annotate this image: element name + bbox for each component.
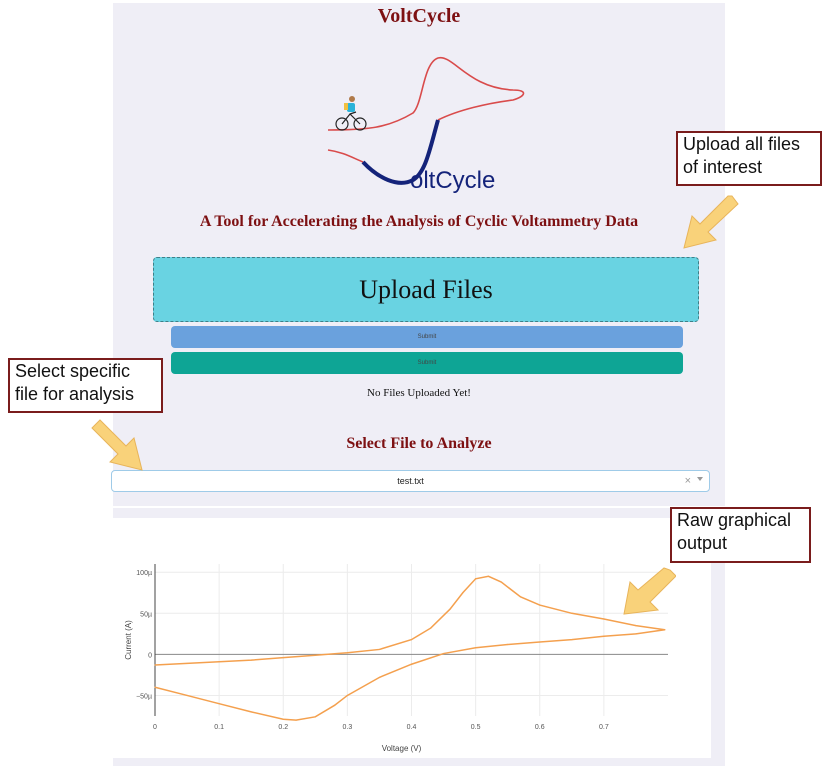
y-axis-label: Current (A) <box>124 620 133 660</box>
tagline: A Tool for Accelerating the Analysis of … <box>199 213 639 230</box>
data-point <box>410 638 413 641</box>
x-axis-label: Voltage (V) <box>382 744 422 753</box>
data-point <box>475 578 477 580</box>
data-point <box>507 643 509 646</box>
data-point <box>519 596 522 598</box>
data-point <box>346 652 348 654</box>
data-point <box>500 581 502 583</box>
chart-panel: 0 0.1 0.2 0.3 0.4 0.5 0.6 0.7 100µ 50µ 0 −50µ Voltag… <box>113 508 725 766</box>
data-point <box>635 625 637 627</box>
data-point <box>282 657 284 659</box>
callout-output-line2: output <box>677 533 728 553</box>
data-point <box>449 608 451 610</box>
x-tick-label: 0.2 <box>278 724 288 731</box>
selected-file: test.txt <box>397 476 424 486</box>
data-point <box>186 662 188 665</box>
data-point <box>250 711 252 713</box>
app-panel: VoltCycle oltCycle A Tool for Accelerati… <box>111 3 725 506</box>
x-tick-label: 0.1 <box>214 724 224 731</box>
data-point <box>378 676 381 678</box>
data-point <box>333 704 336 706</box>
chart-area: 0 0.1 0.2 0.3 0.4 0.5 0.6 0.7 100µ 50µ 0 −50µ Voltag… <box>113 518 711 758</box>
data-point <box>664 629 666 631</box>
arrow-icon-output <box>623 567 676 615</box>
callout-upload: Upload all files of interest <box>676 131 822 186</box>
series-line-1 <box>154 628 665 721</box>
arrow-icon-upload <box>683 195 739 249</box>
voltcycle-logo: oltCycle <box>327 57 525 194</box>
x-tick-label: 0 <box>153 724 157 731</box>
x-tick-label: 0.3 <box>343 724 353 731</box>
data-point <box>430 627 432 629</box>
callout-upload-line1: Upload all files <box>683 134 801 154</box>
callout-upload-line2: of interest <box>683 157 763 177</box>
callout-output: Raw graphical output <box>670 507 811 563</box>
y-tick-label: −50µ <box>136 693 152 700</box>
data-point <box>539 641 541 643</box>
callout-output-line1: Raw graphical <box>677 510 792 530</box>
data-point <box>346 694 348 697</box>
data-point <box>154 664 156 666</box>
data-point <box>314 654 316 656</box>
y-tick-label: 100µ <box>136 570 152 577</box>
callout-select: Select specific file for analysis <box>8 358 163 413</box>
data-point <box>314 716 316 718</box>
data-point <box>218 661 220 663</box>
y-tick-label: 50µ <box>140 611 152 618</box>
data-point <box>635 633 637 635</box>
data-point <box>295 719 297 721</box>
upload-files-dropzone[interactable]: Upload Files <box>153 257 699 322</box>
chevron-down-icon[interactable] <box>697 477 703 481</box>
data-point <box>571 638 573 641</box>
data-point <box>154 686 156 688</box>
data-point <box>603 618 605 620</box>
app-title: VoltCycle <box>377 5 461 27</box>
cyclist-icon <box>335 96 367 131</box>
series-line-0 <box>154 575 665 666</box>
data-point <box>571 612 573 614</box>
data-point <box>250 659 252 661</box>
submit-button-secondary[interactable]: Submit <box>171 352 683 374</box>
select-title: Select File to Analyze <box>346 435 492 452</box>
x-tick-label: 0.7 <box>599 724 609 731</box>
data-point <box>282 718 284 720</box>
arrow-icon-select <box>91 419 143 471</box>
x-tick-label: 0.5 <box>471 724 481 731</box>
y-tick-label: 0 <box>148 652 152 659</box>
callout-select-line1: Select specific <box>15 361 131 381</box>
data-point <box>410 663 413 665</box>
data-point <box>378 648 381 651</box>
data-point <box>218 703 220 705</box>
data-point <box>186 694 188 697</box>
clear-icon[interactable]: × <box>684 475 691 487</box>
data-point <box>603 635 605 637</box>
cv-chart: 0 0.1 0.2 0.3 0.4 0.5 0.6 0.7 100µ 50µ 0 −50µ Voltag… <box>124 564 668 753</box>
x-tick-label: 0.6 <box>535 724 545 731</box>
data-point <box>539 604 541 606</box>
data-point <box>442 652 445 655</box>
data-point <box>475 647 477 649</box>
upload-status: No Files Uploaded Yet! <box>367 387 471 399</box>
data-point <box>462 592 464 594</box>
logo-text: oltCycle <box>410 167 495 194</box>
x-tick-label: 0.4 <box>407 724 417 731</box>
callout-select-line2: file for analysis <box>15 384 135 404</box>
data-point <box>487 575 490 577</box>
file-select-dropdown[interactable]: test.txt × <box>111 470 710 492</box>
submit-button-primary[interactable]: Submit <box>171 326 683 348</box>
